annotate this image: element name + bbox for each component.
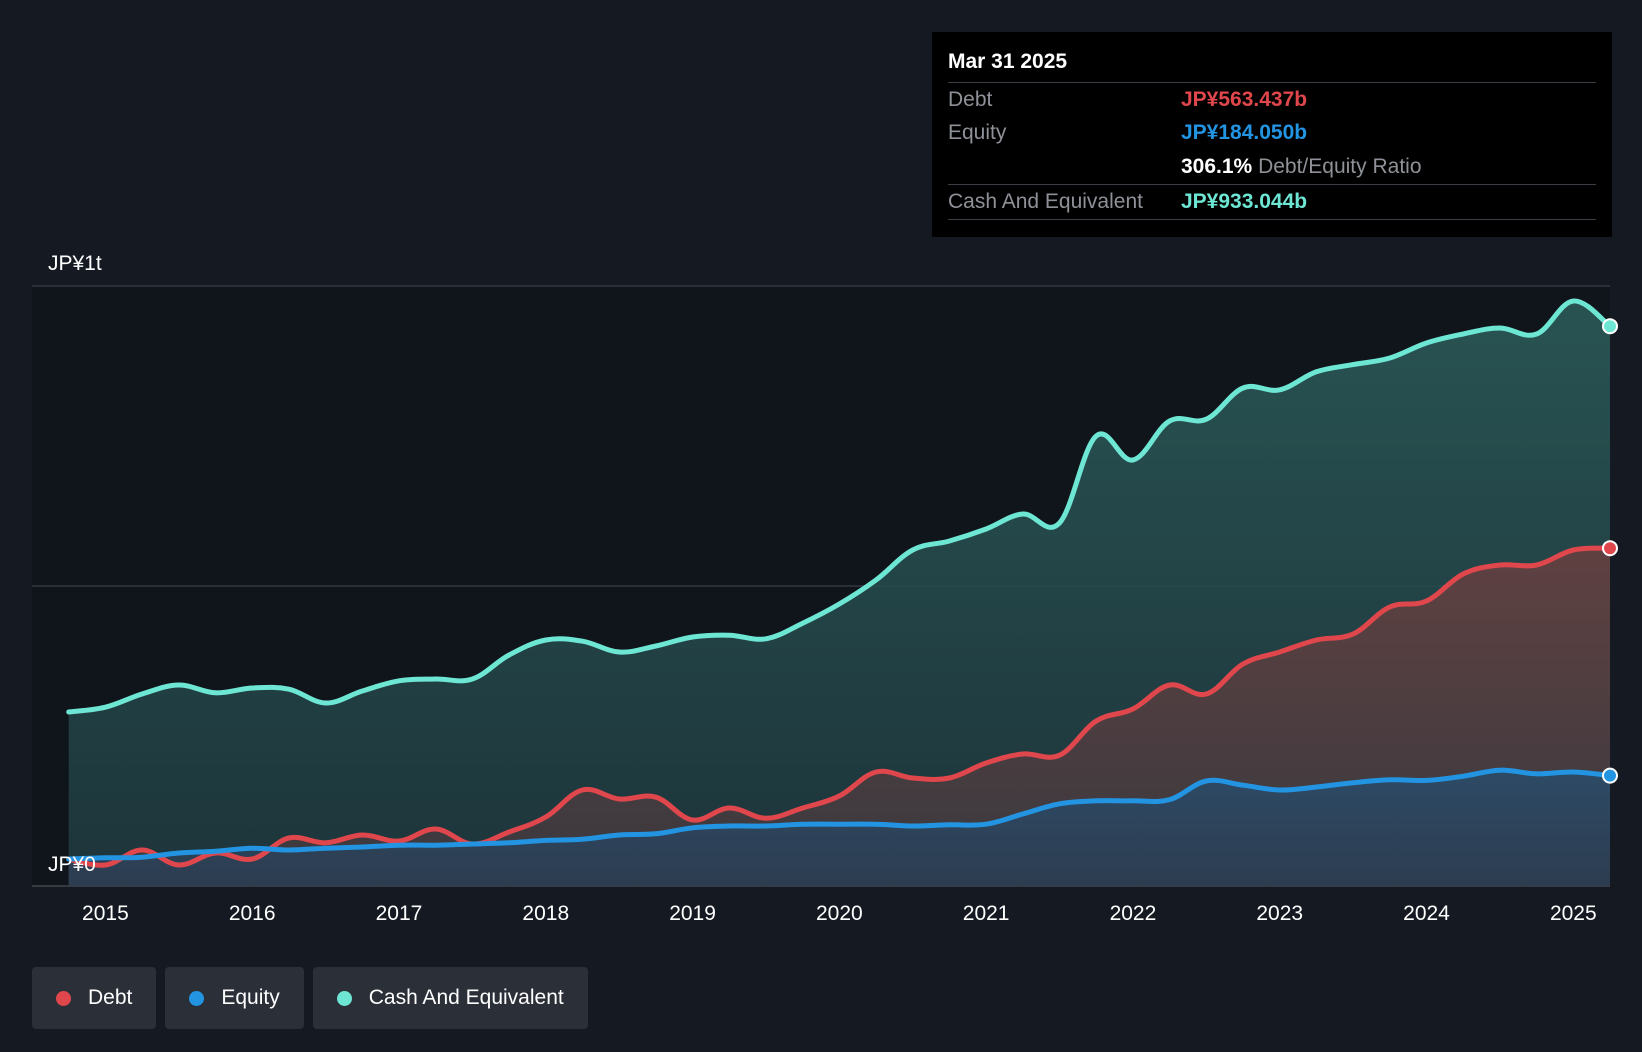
tooltip-debt-value: JP¥563.437b xyxy=(1181,88,1308,111)
tooltip-ratio-label: Debt/Equity Ratio xyxy=(1258,155,1422,178)
series-endpoints xyxy=(1602,318,1618,784)
tooltip-cash-label: Cash And Equivalent xyxy=(948,190,1143,213)
equity-dot-icon xyxy=(189,990,205,1006)
y-tick-label: JP¥0 xyxy=(48,853,96,876)
equity-line xyxy=(66,767,1613,862)
y-tick-label: JP¥1t xyxy=(48,252,102,275)
x-tick-label: 2023 xyxy=(1256,902,1303,925)
x-tick-label: 2019 xyxy=(669,902,716,925)
x-tick-label: 2025 xyxy=(1550,902,1597,925)
cash-endpoint xyxy=(1602,318,1618,335)
debt-line xyxy=(66,545,1613,868)
x-tick-label: 2022 xyxy=(1110,902,1157,925)
x-tick-label: 2021 xyxy=(963,902,1010,925)
tooltip-equity-label: Equity xyxy=(948,121,1007,144)
tooltip-date: Mar 31 2025 xyxy=(948,50,1068,73)
x-tick-label: 2020 xyxy=(816,902,863,925)
x-tick-label: 2017 xyxy=(376,902,423,925)
tooltip-ratio-value: 306.1% xyxy=(1181,155,1253,178)
tooltip-debt-label: Debt xyxy=(948,88,993,111)
series-areas xyxy=(68,300,1611,887)
cash-dot-icon xyxy=(336,990,352,1006)
legend-item-debt[interactable]: Debt xyxy=(32,967,157,1029)
x-tick-label: 2016 xyxy=(229,902,276,925)
legend-equity-label: Equity xyxy=(221,986,280,1009)
series-lines xyxy=(66,298,1613,868)
legend-item-equity[interactable]: Equity xyxy=(165,967,304,1029)
legend-item-cash[interactable]: Cash And Equivalent xyxy=(312,967,588,1029)
debt-endpoint xyxy=(1602,540,1618,557)
tooltip-cash-value: JP¥933.044b xyxy=(1181,190,1308,213)
equity-endpoint xyxy=(1602,767,1618,784)
legend: Debt Equity Cash And Equivalent xyxy=(32,967,588,1029)
legend-cash-label: Cash And Equivalent xyxy=(368,986,564,1009)
tooltip-row-debt: Debt JP¥563.437b xyxy=(948,82,1596,117)
debt-dot-icon xyxy=(56,990,71,1006)
tooltip-row-cash: Cash And Equivalent JP¥933.044b xyxy=(948,184,1596,220)
x-tick-label: 2018 xyxy=(522,902,569,925)
tooltip-panel: Mar 31 2025 Debt JP¥563.437b Equity JP¥1… xyxy=(932,32,1612,237)
x-tick-label: 2015 xyxy=(82,902,129,925)
x-axis-labels: 2015 2016 2017 2018 2019 2020 2021 2022 2023 2024… xyxy=(82,902,1597,925)
tooltip-row-ratio: 306.1% Debt/Equity Ratio xyxy=(948,150,1596,184)
tooltip-row-equity: Equity JP¥184.050b xyxy=(948,116,1596,150)
equity-area xyxy=(68,770,1611,886)
tooltip-equity-value: JP¥184.050b xyxy=(1181,121,1308,144)
legend-debt-label: Debt xyxy=(88,986,133,1009)
y-axis-labels: JP¥1t JP¥0 xyxy=(48,252,102,876)
x-tick-label: 2024 xyxy=(1403,902,1450,925)
cash-line xyxy=(66,298,1613,715)
tooltip-ratio: 306.1% Debt/Equity Ratio xyxy=(1181,155,1422,179)
